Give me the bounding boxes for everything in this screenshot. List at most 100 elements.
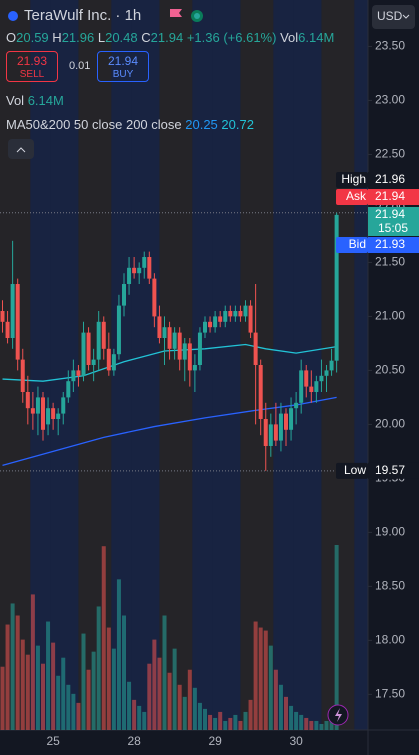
volume-bar xyxy=(35,645,40,730)
volume-bar xyxy=(203,708,207,730)
ma-legend: MA50&200 50 close 200 close 20.25 20.72 xyxy=(6,117,254,132)
session-bg xyxy=(50,0,79,730)
volume-bar xyxy=(81,633,86,730)
volume-bar xyxy=(122,615,126,730)
label: H xyxy=(52,30,62,45)
y-tick-label: 21.50 xyxy=(375,255,405,269)
buy-price: 21.94 xyxy=(107,54,139,68)
candle-body xyxy=(5,321,10,339)
session-bg xyxy=(273,0,294,730)
candle-body xyxy=(304,370,309,387)
candle-body xyxy=(263,418,268,446)
volume-bar xyxy=(258,627,263,730)
title-text: TeraWulf Inc. · 1h xyxy=(24,7,142,24)
candle-body xyxy=(329,360,334,371)
volume-bar xyxy=(182,696,187,730)
candle-body xyxy=(289,408,294,430)
session-bg xyxy=(293,0,322,730)
candle-body xyxy=(167,327,172,349)
time-axis xyxy=(0,730,368,755)
candle-body xyxy=(15,284,20,360)
candle-body xyxy=(0,311,5,322)
x-tick-label: 28 xyxy=(127,734,141,748)
candle-body xyxy=(142,257,147,268)
volume-bar xyxy=(243,711,248,730)
value: 6.14M xyxy=(27,93,64,108)
sell-button[interactable]: 21.93 SELL xyxy=(6,51,58,82)
volume-bar xyxy=(248,699,253,730)
candle-body xyxy=(66,381,71,398)
volume-bar xyxy=(304,717,309,730)
price-tag-value: 21.96 xyxy=(375,172,405,186)
volume-bar xyxy=(228,717,233,730)
candle-body xyxy=(30,408,35,414)
y-tick-label: 17.50 xyxy=(375,687,405,701)
candle-body xyxy=(56,413,61,419)
candle-body xyxy=(81,332,86,376)
currency: USD xyxy=(377,9,403,23)
volume-bar xyxy=(15,615,20,730)
sell-price: 21.93 xyxy=(16,54,48,68)
volume-bar xyxy=(268,645,273,730)
volume-bar xyxy=(61,657,66,730)
collapse-button[interactable] xyxy=(8,139,34,159)
volume-bar xyxy=(147,663,152,730)
volume-bar xyxy=(208,714,213,730)
volume-bar xyxy=(289,705,294,730)
candle-body xyxy=(324,370,329,376)
candle-body xyxy=(91,359,96,365)
candle-body xyxy=(10,284,15,339)
candle-body xyxy=(35,397,40,414)
volume-bar xyxy=(46,621,51,730)
session-bg xyxy=(192,0,213,730)
candle-body xyxy=(268,424,273,446)
candle-body xyxy=(101,321,106,349)
candle-body xyxy=(192,365,197,371)
x-tick-label: 30 xyxy=(289,734,303,748)
candle-body xyxy=(172,332,177,349)
volume-bar xyxy=(41,663,45,730)
candle-body xyxy=(177,332,182,360)
buy-label: BUY xyxy=(112,69,134,80)
volume-bar xyxy=(56,675,61,730)
candle-body xyxy=(309,386,314,392)
value: 20.25 xyxy=(185,117,218,132)
volume-bar xyxy=(25,654,30,730)
sell-label: SELL xyxy=(19,69,45,80)
volume-bar xyxy=(0,666,5,730)
volume-bar xyxy=(10,603,15,730)
candle-body xyxy=(41,397,45,430)
session-bg xyxy=(0,0,31,730)
price-tag-value: 21.93 xyxy=(375,237,405,251)
candle-body xyxy=(284,413,288,430)
buy-button[interactable]: 21.94 BUY xyxy=(97,51,149,82)
candle-body xyxy=(152,278,157,317)
currency-button[interactable] xyxy=(372,5,415,29)
candle-body xyxy=(116,305,121,355)
candle-body xyxy=(157,316,162,339)
volume-bar xyxy=(278,684,283,730)
volume-bar xyxy=(5,624,10,730)
ohlc-line: O20.59 H21.96 L20.48 C21.94 +1.36 (+6.61… xyxy=(6,30,334,45)
candle-body xyxy=(258,365,263,419)
candle-body xyxy=(203,321,207,333)
value: 20.72 xyxy=(221,117,254,132)
value: 20.59 xyxy=(16,30,49,45)
price-tag-bg xyxy=(368,172,419,188)
y-tick-label: 23.00 xyxy=(375,93,405,107)
volume-bar xyxy=(101,546,106,730)
volume-bar xyxy=(253,621,258,730)
candle-body xyxy=(299,370,304,403)
price-tag-label: Ask xyxy=(346,189,367,203)
candle-body xyxy=(76,370,81,376)
candle-body xyxy=(233,311,238,317)
candle-body xyxy=(253,332,258,365)
volume-bar xyxy=(334,545,339,730)
candle-body xyxy=(218,316,223,322)
volume-bar xyxy=(177,684,182,730)
price-tag-label: High xyxy=(341,172,366,186)
y-tick-label: 20.00 xyxy=(375,417,405,431)
flag-icon[interactable] xyxy=(170,9,182,17)
y-tick-label: 23.50 xyxy=(375,39,405,53)
